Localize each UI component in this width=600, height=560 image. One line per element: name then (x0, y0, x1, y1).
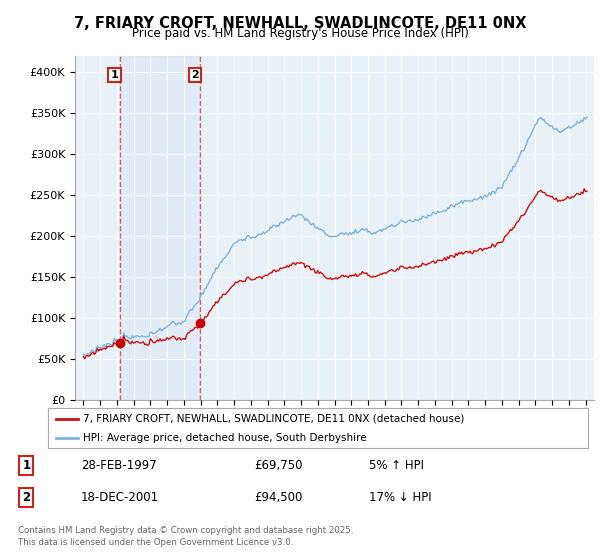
Bar (119, 56, 200, 400)
Text: 2: 2 (22, 491, 31, 504)
Text: 28-FEB-1997: 28-FEB-1997 (81, 459, 157, 472)
Text: 2: 2 (191, 70, 199, 80)
Text: Contains HM Land Registry data © Crown copyright and database right 2025.
This d: Contains HM Land Registry data © Crown c… (18, 526, 353, 547)
Text: HPI: Average price, detached house, South Derbyshire: HPI: Average price, detached house, Sout… (83, 433, 367, 443)
Text: Price paid vs. HM Land Registry's House Price Index (HPI): Price paid vs. HM Land Registry's House … (131, 27, 469, 40)
Text: 17% ↓ HPI: 17% ↓ HPI (369, 491, 432, 504)
Text: 1: 1 (110, 70, 118, 80)
Text: 7, FRIARY CROFT, NEWHALL, SWADLINCOTE, DE11 0NX: 7, FRIARY CROFT, NEWHALL, SWADLINCOTE, D… (74, 16, 526, 31)
Text: 7, FRIARY CROFT, NEWHALL, SWADLINCOTE, DE11 0NX (detached house): 7, FRIARY CROFT, NEWHALL, SWADLINCOTE, D… (83, 414, 464, 423)
Text: 18-DEC-2001: 18-DEC-2001 (81, 491, 159, 504)
Text: 5% ↑ HPI: 5% ↑ HPI (369, 459, 424, 472)
Text: £94,500: £94,500 (254, 491, 302, 504)
Text: 1: 1 (22, 459, 31, 472)
Text: £69,750: £69,750 (254, 459, 302, 472)
